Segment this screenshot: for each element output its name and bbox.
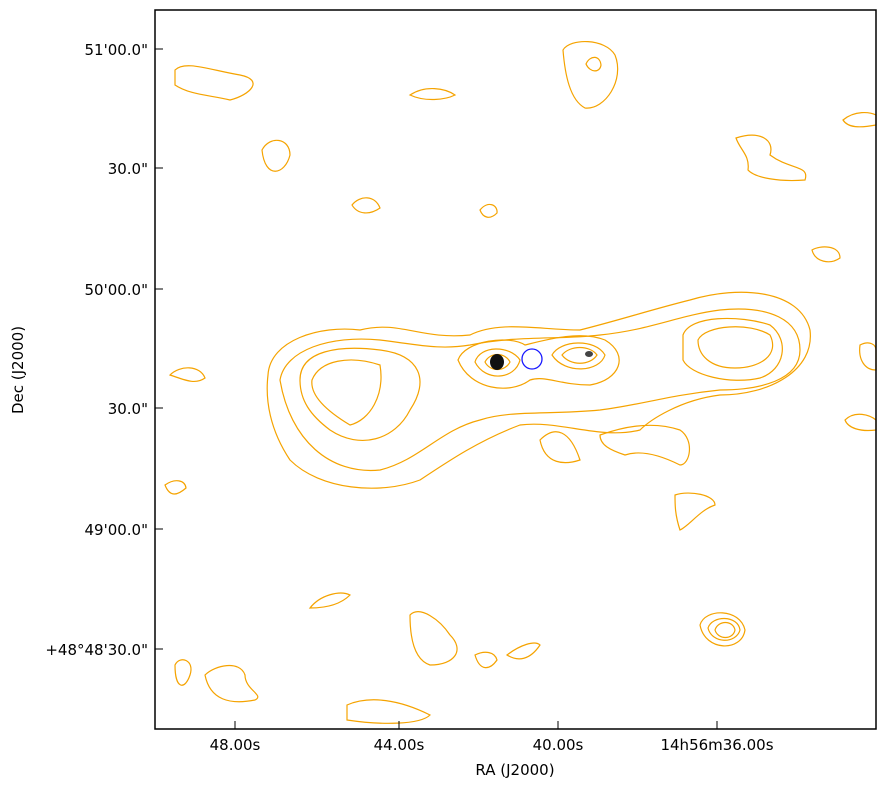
y-tick-label: 50'00.0" xyxy=(84,281,148,299)
y-tick-label: +48°48'30.0" xyxy=(45,641,148,659)
source xyxy=(585,351,593,357)
y-tick-label: 49'00.0" xyxy=(84,521,148,539)
contours xyxy=(164,40,877,724)
y-tick-label: 51'00.0" xyxy=(84,41,148,59)
x-tick-labels: 48.00s 44.00s 40.00s 14h56m36.00s xyxy=(210,736,774,754)
y-tick-label: 30.0" xyxy=(108,160,148,178)
y-tick-label: 30.0" xyxy=(108,400,148,418)
x-tick-label: 14h56m36.00s xyxy=(660,736,773,754)
x-tick-label: 48.00s xyxy=(210,736,261,754)
x-axis-label: RA (J2000) xyxy=(475,761,554,779)
y-tick-labels: 51'00.0" 30.0" 50'00.0" 30.0" 49'00.0" +… xyxy=(45,41,148,659)
plot-frame xyxy=(154,9,877,730)
ticks xyxy=(155,48,718,729)
y-axis-label: Dec (J2000) xyxy=(9,326,27,414)
source xyxy=(490,354,504,370)
marker-circle xyxy=(521,348,543,370)
x-tick-label: 40.00s xyxy=(533,736,584,754)
x-tick-label: 44.00s xyxy=(374,736,425,754)
